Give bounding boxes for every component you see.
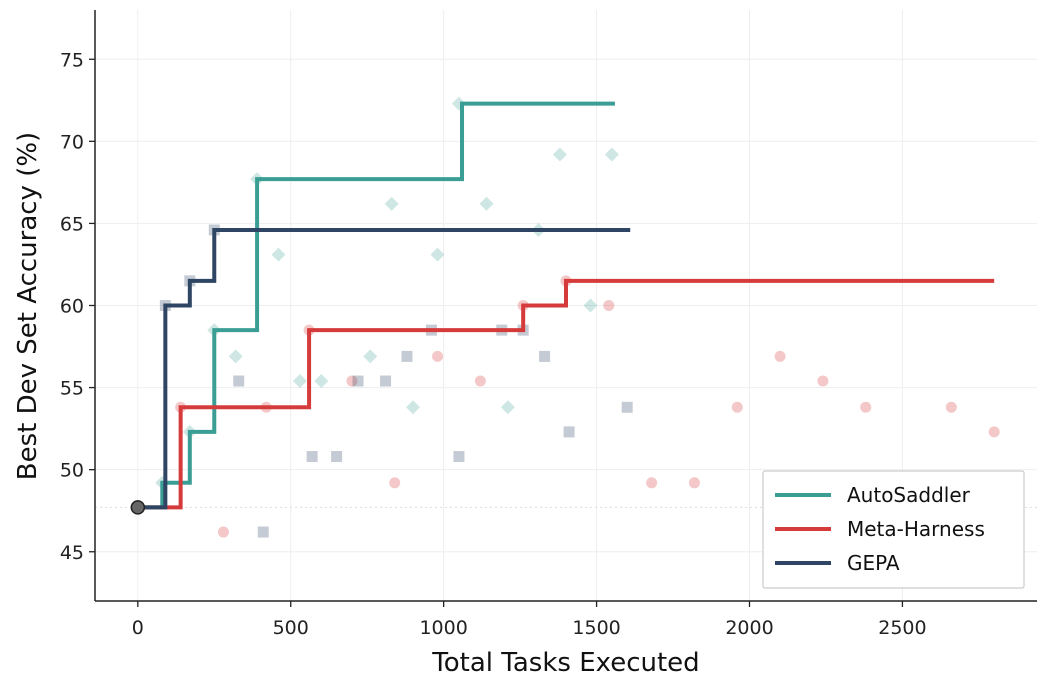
autosaddler-point bbox=[271, 247, 286, 262]
autosaddler-point bbox=[583, 298, 598, 313]
autosaddler-point bbox=[228, 349, 243, 364]
gepa-point bbox=[380, 375, 392, 387]
x-tick-label: 500 bbox=[273, 617, 309, 639]
autosaddler-point bbox=[314, 374, 329, 389]
autosaddler-point bbox=[500, 400, 515, 415]
meta-harness-point bbox=[688, 477, 700, 489]
autosaddler-point bbox=[604, 147, 619, 162]
gepa-point bbox=[539, 350, 551, 362]
meta-harness-line bbox=[137, 278, 995, 510]
meta-harness-point bbox=[860, 401, 872, 413]
y-tick-label: 45 bbox=[60, 542, 84, 564]
gepa-point bbox=[306, 451, 318, 463]
y-tick-label: 75 bbox=[60, 49, 84, 71]
meta-harness-point bbox=[774, 350, 786, 362]
y-tick-label: 60 bbox=[60, 296, 84, 318]
meta-harness-point bbox=[988, 426, 1000, 438]
x-tick-label: 0 bbox=[132, 617, 144, 639]
y-tick-label: 70 bbox=[60, 131, 84, 153]
best-so-far-lines bbox=[137, 101, 995, 510]
baseline-marker bbox=[130, 500, 146, 515]
autosaddler-point bbox=[363, 349, 378, 364]
gepa-point bbox=[401, 350, 413, 362]
meta-harness-point bbox=[346, 375, 358, 387]
x-tick-label: 1000 bbox=[419, 617, 467, 639]
meta-harness-point bbox=[646, 477, 658, 489]
gepa-line bbox=[137, 227, 631, 510]
meta-harness-point bbox=[432, 350, 444, 362]
meta-harness-point bbox=[217, 526, 229, 538]
autosaddler-point bbox=[292, 374, 307, 389]
legend-label: GEPA bbox=[847, 551, 900, 575]
gepa-point bbox=[233, 375, 245, 387]
legend-label: Meta-Harness bbox=[847, 517, 985, 541]
gepa-point bbox=[563, 426, 575, 438]
meta-harness-point bbox=[389, 477, 401, 489]
gepa-point bbox=[257, 526, 269, 538]
gepa-point bbox=[352, 375, 364, 387]
meta-harness-point bbox=[603, 300, 615, 311]
autosaddler-line bbox=[137, 101, 615, 510]
meta-harness-point bbox=[474, 375, 486, 387]
y-axis-label: Best Dev Set Accuracy (%) bbox=[13, 132, 43, 480]
gepa-point bbox=[331, 451, 343, 463]
legend-label: AutoSaddler bbox=[847, 483, 971, 507]
gepa-point bbox=[453, 451, 465, 463]
autosaddler-point bbox=[406, 400, 421, 415]
gepa-point bbox=[621, 401, 633, 413]
autosaddler-point bbox=[430, 247, 445, 262]
meta-harness-point bbox=[945, 401, 957, 413]
autosaddler-point bbox=[479, 196, 494, 211]
y-tick-label: 50 bbox=[60, 460, 84, 482]
meta-harness-point bbox=[817, 375, 829, 387]
baseline-point bbox=[130, 500, 146, 515]
legend-frame bbox=[762, 470, 1025, 589]
autosaddler-point bbox=[552, 147, 567, 162]
meta-harness-point bbox=[731, 401, 743, 413]
y-tick-label: 65 bbox=[60, 213, 84, 235]
x-axis-label: Total Tasks Executed bbox=[431, 648, 699, 678]
x-tick-label: 2000 bbox=[725, 617, 773, 639]
y-tick-label: 55 bbox=[60, 378, 84, 400]
legend: AutoSaddler Meta-Harness GEPA bbox=[762, 470, 1025, 589]
ticks: 0 500 1000 1500 2000 2500 45 50 55 60 65 70 75 bbox=[60, 49, 927, 639]
x-tick-label: 2500 bbox=[878, 617, 926, 639]
x-tick-label: 1500 bbox=[572, 617, 620, 639]
autosaddler-point bbox=[384, 196, 399, 211]
